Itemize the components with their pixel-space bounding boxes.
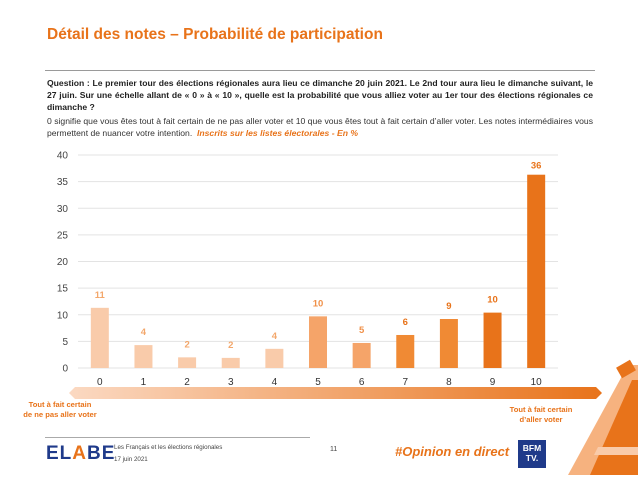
y-tick-label: 5	[62, 337, 68, 348]
x-tick-label-4: 4	[272, 377, 278, 388]
question-text: Question : Le premier tour des élections…	[47, 78, 593, 112]
page-title: Détail des notes – Probabilité de partic…	[47, 26, 383, 43]
logo-part-1: EL	[46, 443, 73, 464]
x-tick-label-3: 3	[228, 377, 234, 388]
logo-part-3: BE	[87, 443, 116, 464]
bfmtv-logo-text: BFM TV.	[522, 443, 542, 463]
logo-part-2: A	[72, 443, 88, 464]
y-tick-label: 0	[62, 364, 68, 375]
y-tick-label: 20	[57, 257, 69, 268]
x-tick-label-6: 6	[359, 377, 365, 388]
x-tick-label-1: 1	[141, 377, 147, 388]
x-tick-label-2: 2	[184, 377, 190, 388]
title-divider	[45, 70, 595, 71]
elabe-logo: ELABE	[46, 443, 115, 465]
value-label-8: 9	[446, 301, 451, 312]
bar-4	[265, 348, 284, 368]
footer-divider	[45, 437, 310, 438]
y-tick-label: 10	[57, 310, 69, 321]
x-tick-label-5: 5	[315, 377, 321, 388]
hashtag: #Opinion en direct	[395, 444, 510, 459]
pole-left-label: Tout à fait certain de ne pas aller voter	[23, 400, 97, 419]
x-tick-label-7: 7	[402, 377, 408, 388]
bar-2	[178, 357, 197, 368]
bar-10	[527, 174, 546, 368]
pole-right-label: Tout à fait certain d’aller voter	[509, 405, 573, 424]
value-label-7: 6	[403, 317, 408, 328]
value-label-4: 4	[272, 331, 278, 342]
bar-6	[352, 342, 371, 368]
value-label-6: 5	[359, 325, 365, 336]
y-tick-label: 25	[57, 230, 69, 241]
y-tick-label: 15	[57, 284, 69, 295]
bar-9	[483, 312, 502, 368]
value-label-9: 10	[487, 295, 498, 306]
x-tick-label-10: 10	[531, 377, 543, 388]
value-label-2: 2	[184, 339, 189, 350]
y-tick-label: 40	[57, 151, 69, 162]
value-label-3: 2	[228, 340, 233, 351]
x-tick-label-8: 8	[446, 377, 452, 388]
explanation-text: 0 signifie que vous êtes tout à fait cer…	[47, 115, 593, 139]
bar-8	[439, 319, 458, 368]
footer-date: 17 juin 2021	[114, 456, 148, 463]
y-tick-label: 30	[57, 204, 69, 215]
value-label-10: 36	[531, 161, 542, 172]
footer-subtitle: Les Français et les élections régionales	[114, 444, 223, 451]
base-note: Inscrits sur les listes électorales - En…	[197, 128, 358, 138]
value-label-0: 11	[95, 290, 106, 301]
y-tick-label: 35	[57, 177, 69, 188]
x-tick-label-9: 9	[490, 377, 496, 388]
value-label-1: 4	[141, 327, 147, 338]
bar-0	[90, 307, 109, 368]
bar-7	[396, 334, 415, 368]
corner-a-logo	[568, 359, 638, 475]
page-number: 11	[330, 446, 338, 453]
bars	[90, 174, 546, 368]
x-tick-label-0: 0	[97, 377, 103, 388]
bfmtv-logo: BFM TV.	[518, 440, 546, 468]
scale-arrow	[69, 387, 602, 399]
value-labels: 11 4 2 2 4 10 5 6 9 10 36	[95, 161, 542, 351]
y-axis-ticks: 0 5 10 15 20 25 30 35 40	[57, 151, 69, 375]
bar-1	[134, 345, 153, 368]
value-label-5: 10	[313, 298, 324, 309]
explanation-body: 0 signifie que vous êtes tout à fait cer…	[47, 116, 593, 138]
bar-5	[309, 316, 327, 368]
x-axis-ticks: 0 1 2 3 4 5 6 7 8 9 10	[97, 377, 542, 388]
bar-3	[221, 357, 240, 368]
